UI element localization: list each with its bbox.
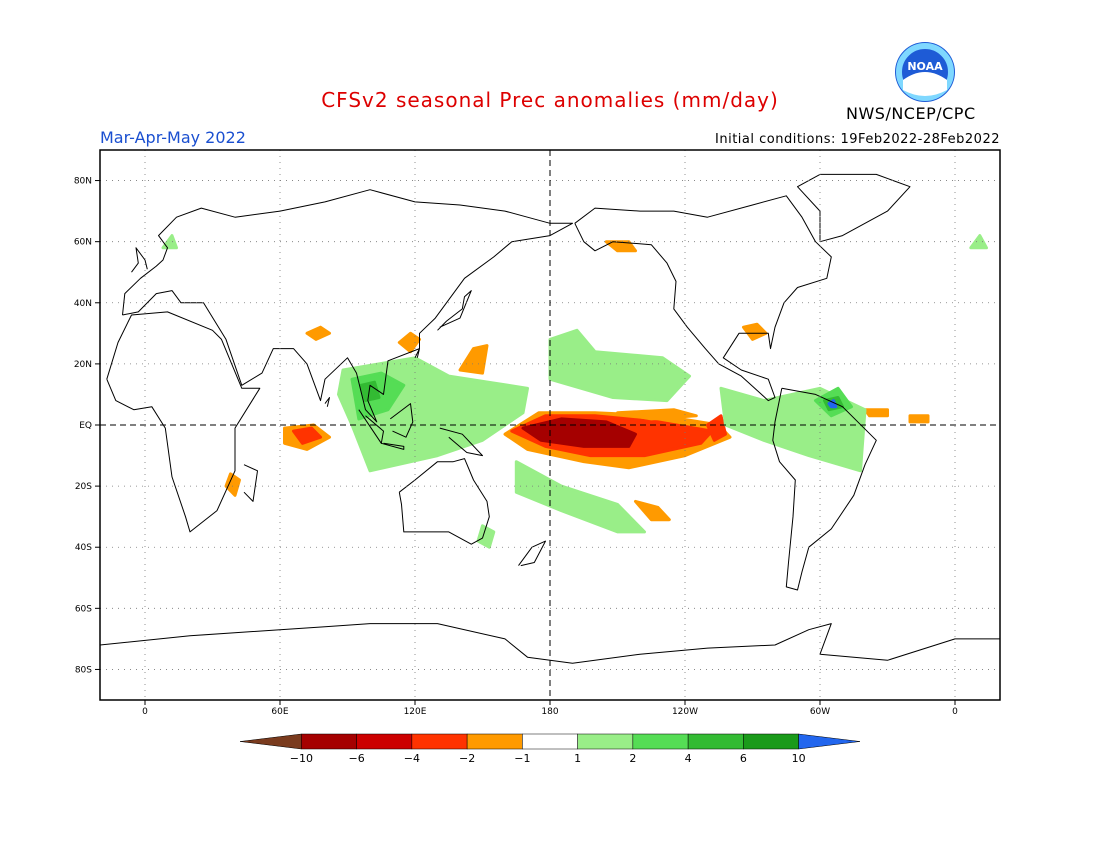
colorbar-label: 2: [629, 752, 636, 765]
colorbar-segment: [632, 733, 689, 750]
colorbar-label: −4: [404, 752, 420, 765]
anomaly-region-4: [706, 414, 727, 442]
lat-tick-label: 80S: [75, 665, 92, 675]
coastline-12: [131, 247, 148, 273]
grid-layer: [100, 150, 1000, 700]
colorbar-segment: [743, 733, 799, 750]
colorbar-label: −2: [459, 752, 475, 765]
anomaly-region-16: [908, 414, 930, 424]
noaa-logo-icon: NOAA: [895, 42, 955, 102]
anomaly-region-21: [548, 328, 691, 403]
anomaly-region-20: [514, 460, 646, 534]
coastline-3: [772, 387, 877, 591]
colorbar-segment: [466, 733, 523, 750]
agency-label: NWS/NCEP/CPC: [846, 104, 976, 123]
anomaly-region-28: [969, 234, 988, 250]
coastline-7: [358, 409, 384, 444]
anomaly-region-27: [161, 234, 178, 250]
coastline-5: [100, 623, 1000, 664]
lon-tick-label: 120E: [404, 707, 427, 717]
initial-conditions: Initial conditions: 19Feb2022-28Feb2022: [715, 132, 1000, 147]
coastline-9: [389, 403, 414, 438]
anomaly-region-6: [292, 426, 322, 445]
anomaly-region-2: [521, 417, 637, 448]
coastline-2: [574, 195, 832, 402]
anomaly-layer: [161, 234, 988, 549]
coastline-layer: [100, 173, 1000, 664]
lat-tick-label: 80N: [74, 177, 92, 187]
colorbar-segment: [301, 733, 357, 750]
anomaly-region-12: [224, 472, 241, 497]
lat-tick-label: 60N: [74, 238, 92, 248]
anomaly-region-9: [742, 322, 768, 341]
lat-tick-label: EQ: [79, 421, 92, 431]
anomaly-region-11: [604, 240, 637, 253]
colorbar-label: −10: [290, 752, 313, 765]
lat-tick-label: 40N: [74, 299, 92, 309]
anomaly-region-15: [863, 408, 889, 418]
colorbar-segment: [687, 733, 744, 750]
anomaly-region-26: [476, 524, 496, 549]
coastline-13: [518, 540, 546, 567]
coastline-14: [243, 464, 258, 502]
coastline-10: [439, 427, 483, 457]
coastline-1: [122, 189, 573, 423]
coastline-16: [324, 397, 330, 407]
colorbar-segment: [411, 733, 468, 750]
colorbar-segment: [356, 733, 413, 750]
colorbar-label: 10: [792, 752, 806, 765]
anomaly-region-7: [458, 344, 489, 375]
coastline-8: [381, 442, 405, 450]
axis-layer: 80N 60N 40N 20N EQ 20S 40S 60S 80S 0 60E 120E 180 120…: [74, 177, 958, 717]
lon-tick-label: 120W: [672, 707, 698, 717]
colorbar-arrow-high: [798, 733, 861, 750]
colorbar-segment: [522, 733, 578, 750]
colorbar-label: −1: [514, 752, 530, 765]
lat-tick-label: 20S: [75, 482, 92, 492]
anomaly-region-3: [616, 408, 698, 421]
coastline-4: [398, 458, 490, 545]
colorbar-segment: [577, 733, 634, 750]
colorbar-label: 6: [740, 752, 747, 765]
coastline-0: [106, 311, 261, 533]
coastline-6: [797, 173, 911, 243]
colorbar-label: −6: [349, 752, 365, 765]
anomaly-region-8: [397, 331, 421, 354]
colorbar-arrow-low: [239, 733, 302, 750]
lat-tick-label: 60S: [75, 604, 92, 614]
lat-tick-label: 40S: [75, 543, 92, 553]
colorbar: −10 −6 −4 −2 −1 1 2 4 6 10: [239, 733, 861, 765]
chart-title: CFSv2 seasonal Prec anomalies (mm/day): [321, 88, 779, 112]
anomaly-region-10: [634, 499, 671, 522]
lon-tick-label: 60E: [271, 707, 288, 717]
lon-tick-label: 180: [541, 707, 558, 717]
lon-tick-label: 0: [142, 707, 148, 717]
coastline-11: [437, 290, 472, 331]
coastline-15: [414, 348, 420, 359]
anomaly-region-13: [305, 325, 331, 341]
lon-tick-label: 60W: [810, 707, 830, 717]
colorbar-label: 4: [685, 752, 692, 765]
colorbar-label: 1: [574, 752, 581, 765]
lon-tick-label: 0: [952, 707, 958, 717]
forecast-period: Mar-Apr-May 2022: [100, 128, 246, 147]
anomaly-region-19: [359, 380, 381, 403]
lat-tick-label: 20N: [74, 360, 92, 370]
logo-text: NOAA: [907, 60, 943, 73]
